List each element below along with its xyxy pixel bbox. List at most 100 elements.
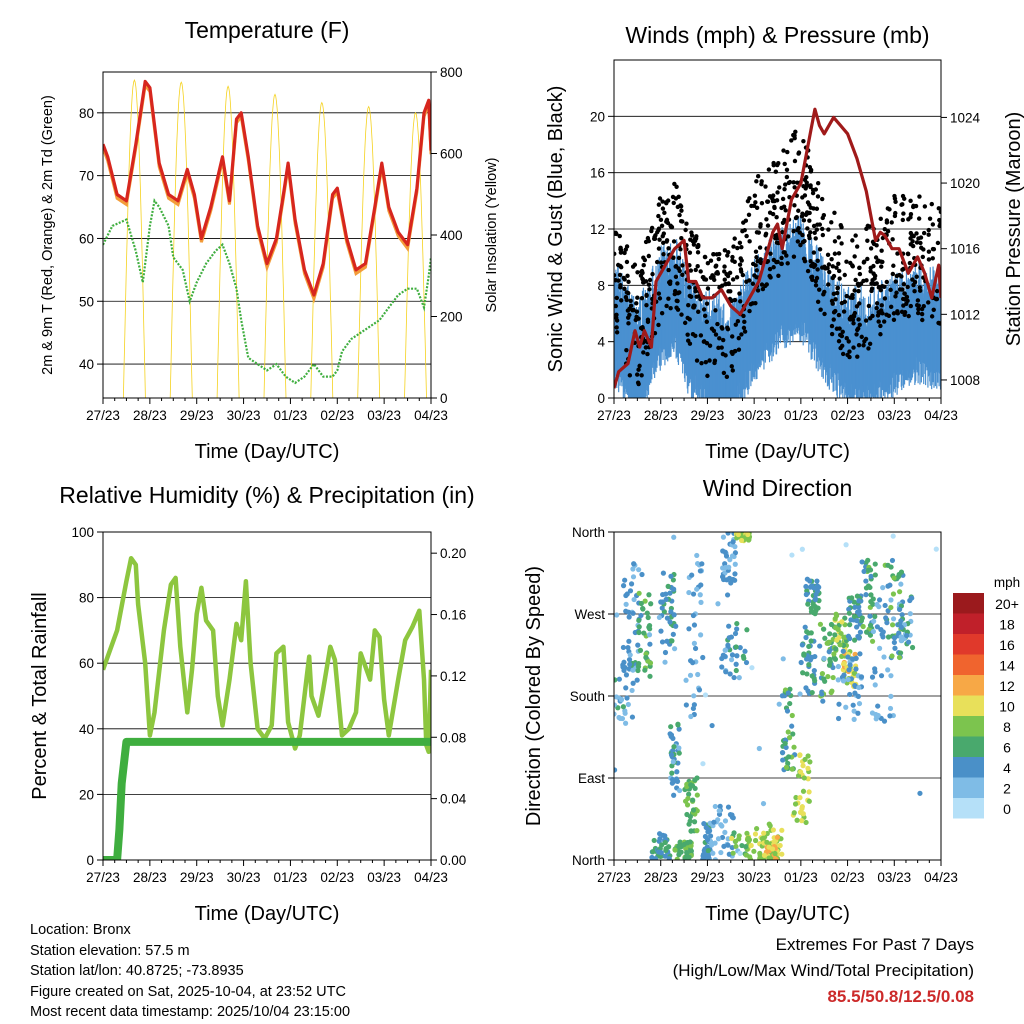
y-tick-label: 80 [79,106,94,121]
wind-direction-point [726,623,732,629]
wind-direction-point [645,614,651,621]
wind-direction-point [888,597,894,603]
wind-direction-point [898,634,904,640]
wind-direction-point [812,604,818,610]
gust-point [726,281,731,287]
gust-point [836,251,842,256]
x-axis-label: Time (Day/UTC) [195,441,340,463]
gust-point [906,313,911,319]
wind-direction-point [757,850,763,856]
gust-point [636,367,641,372]
gust-point [645,317,651,322]
gust-point [615,262,621,268]
gust-point [643,345,649,350]
wind-direction-point [835,715,842,722]
x-tick-label: 30/23 [737,870,771,885]
gust-point [826,282,831,287]
gust-point [661,240,666,246]
legend-label: 20+ [995,596,1019,612]
wind-direction-point [855,633,861,640]
gust-point [869,281,874,286]
gust-point [707,358,712,363]
gust-point [614,330,620,335]
x-tick-label: 29/23 [691,408,725,423]
wind-direction-point [825,673,831,680]
wind-direction-point [614,694,620,700]
wind-direction-point [729,814,735,820]
wind-direction-point [897,606,903,613]
gust-point [781,250,786,255]
gust-point [794,214,799,220]
gust-point [789,138,794,143]
gust-point [687,341,693,346]
wind-direction-point [850,656,856,662]
gust-point [937,223,941,229]
gust-point [825,265,830,271]
wind-direction-point [662,853,668,859]
gust-point [908,236,913,241]
gust-point [891,317,897,322]
wind-direction-point [797,752,803,758]
wind-direction-point [833,625,839,631]
gust-point [768,251,773,256]
gust-point [617,272,623,278]
wind-direction-point [772,850,778,857]
gust-point [792,158,798,164]
gust-point [908,215,913,220]
x-tick-label: 04/23 [414,870,448,885]
gust-point [763,184,768,189]
gust-point [902,310,908,315]
wind-direction-point [746,537,752,543]
wind-direction-point [805,765,811,771]
wind-direction-point [891,639,897,646]
gust-point [701,307,707,312]
wind-direction-point [656,614,663,621]
wind-direction-point [800,670,806,676]
wind-direction-point [830,674,836,681]
wind-direction-point [833,646,839,652]
gust-point [900,217,906,223]
gust-point [785,261,790,266]
gust-point [811,223,817,229]
gust-point [688,294,694,299]
y-right-axis-label: Station Pressure (Maroon) [1003,112,1024,347]
wind-direction-point [797,769,804,775]
wind-direction-point [709,722,715,729]
gust-point [808,230,813,235]
gust-point [803,184,809,189]
wind-direction-point [712,803,718,810]
wind-direction-point [724,592,731,598]
wind-direction-point [740,653,746,659]
wind-direction-point [721,843,727,849]
gust-point [752,193,758,198]
wind-direction-point [669,763,675,769]
wind-direction-point [790,731,796,737]
gust-point [666,267,671,273]
gust-point [698,269,703,274]
gust-point [908,198,913,204]
gust-point [897,287,903,292]
wind-direction-point [722,818,729,824]
y-tick-label: 0 [597,391,605,406]
gust-point [753,263,758,268]
wind-direction-point [856,684,862,691]
gust-point [656,246,662,251]
wind-direction-point [667,590,673,596]
wind-direction-point [647,673,653,679]
gust-point [874,243,879,248]
wind-direction-point [783,744,789,751]
wind-direction-point [802,624,808,630]
wind-direction-point [822,635,828,641]
wind-direction-point [875,712,881,719]
y-tick-label: 100 [71,525,94,540]
y-tick-label: 80 [79,591,94,606]
wind-direction-point [812,596,818,602]
gust-point [905,284,910,290]
gust-point [815,267,820,272]
gust-point [678,247,683,252]
wind-direction-point [760,800,767,807]
wind-direction-point [907,611,913,617]
gust-point [771,193,776,198]
wind-direction-point [809,689,815,696]
wind-direction-point [690,705,696,712]
